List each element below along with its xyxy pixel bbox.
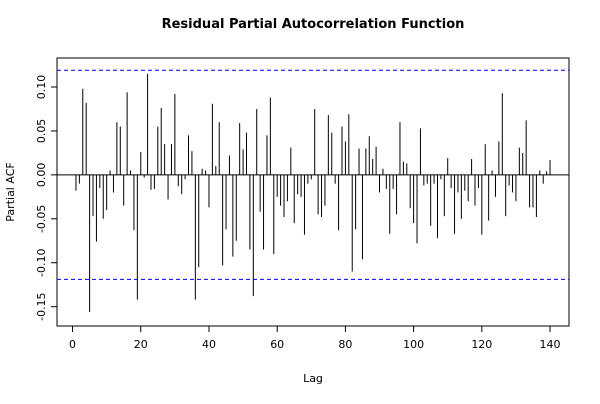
y-tick-label: -0.10	[35, 249, 48, 277]
x-tick-label: 40	[202, 338, 216, 351]
x-tick-label: 60	[270, 338, 284, 351]
x-tick-label: 120	[471, 338, 492, 351]
plot-box	[56, 57, 570, 327]
x-tick-label: 0	[69, 338, 76, 351]
y-tick-label: -0.15	[35, 292, 48, 320]
y-tick-label: 0.10	[35, 75, 48, 100]
x-axis-label: Lag	[303, 372, 323, 385]
x-tick-label: 20	[134, 338, 148, 351]
x-tick-label: 140	[540, 338, 561, 351]
y-axis-label: Partial ACF	[4, 162, 17, 221]
y-tick-label: 0.00	[35, 163, 48, 188]
y-tick-label: 0.05	[35, 119, 48, 144]
x-tick-label: 100	[403, 338, 424, 351]
x-tick-label: 80	[338, 338, 352, 351]
chart-title: Residual Partial Autocorrelation Functio…	[162, 17, 465, 32]
y-tick-label: -0.05	[35, 205, 48, 233]
